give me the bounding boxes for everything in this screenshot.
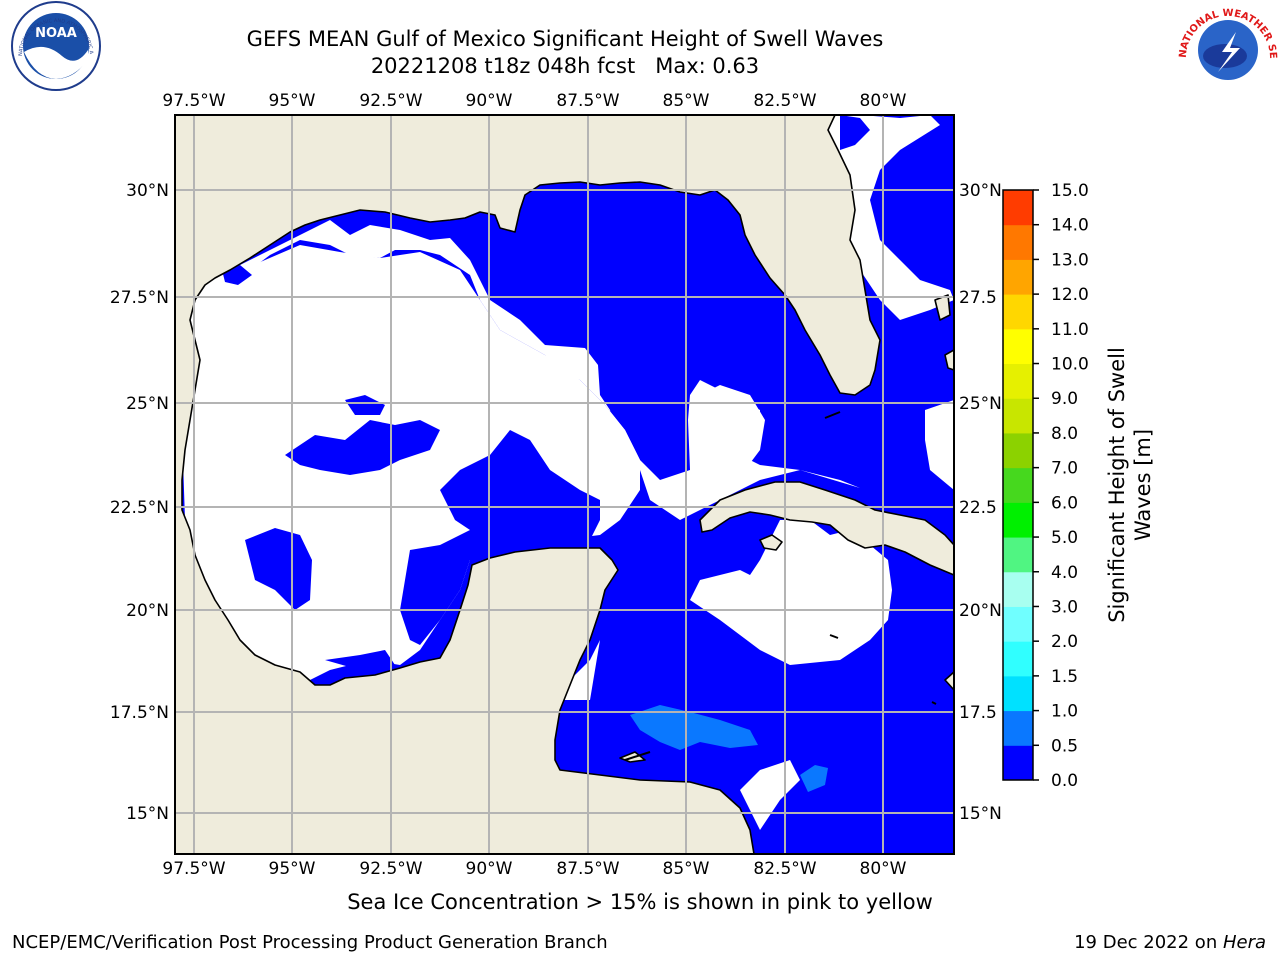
colorbar-swatch [1003,467,1033,503]
colorbar-tick-label: 4.0 [1051,563,1078,583]
colorbar-tick-label: 1.0 [1051,702,1078,722]
colorbar-swatch [1003,502,1033,538]
date-stamp: 19 Dec 2022 on Hera [1074,932,1266,953]
lon-label: 82.5°W [753,91,816,111]
lon-label: 87.5°W [556,859,619,879]
noaa-logo-text: NOAA [35,26,77,41]
colorbar-tick-label: 2.0 [1051,632,1078,652]
machine-name: Hera [1222,932,1266,953]
lon-label: 95°W [269,859,316,879]
lon-labels-top: 97.5°W 95°W 92.5°W 90°W 87.5°W 85°W 82.5… [162,91,906,111]
colorbar-tick-label: 14.0 [1051,216,1089,236]
lon-label: 97.5°W [162,91,225,111]
lat-labels-right: 30°N 27.5 25°N 22.5 20°N 17.5 15°N [959,181,1002,824]
title-line-2: 20221208 t18z 048h fcst Max: 0.63 [370,54,760,78]
lon-label: 82.5°W [753,859,816,879]
colorbar-tick-label: 12.0 [1051,285,1089,305]
lat-label: 27.5 [959,288,997,308]
lon-label: 80°W [860,859,907,879]
colorbar-swatch [1003,398,1033,434]
colorbar-swatch [1003,259,1033,295]
colorbar-swatch [1003,606,1033,642]
colorbar-swatch [1003,224,1033,260]
lat-label: 30°N [126,181,169,201]
colorbar-tick-label: 8.0 [1051,424,1078,444]
colorbar-tick-label: 0.0 [1051,771,1078,791]
lat-label: 17.5 [959,703,997,723]
colorbar-tick-label: 0.5 [1051,736,1078,756]
swell-patches [222,115,870,670]
colorbar-swatch [1003,641,1033,677]
colorbar-swatch [1003,294,1033,330]
us-mexico-landmass [175,115,881,854]
lat-label: 22.5 [959,498,997,518]
colorbar-swatch [1003,571,1033,607]
colorbar-tick-label: 13.0 [1051,250,1089,270]
lon-label: 85°W [663,91,710,111]
colorbar-swatch [1003,710,1033,746]
island-marks [624,411,937,761]
map-panel [175,115,954,854]
date-text: 19 Dec 2022 on [1074,932,1223,953]
lat-label: 20°N [959,601,1002,621]
colorbar-frame [1002,189,1034,781]
colorbar-tick-label: 11.0 [1051,320,1089,340]
colorbar-tick-label: 10.0 [1051,355,1089,375]
colorbar-swatch [1003,363,1033,399]
lat-label: 22.5°N [110,498,169,518]
lon-label: 87.5°W [556,91,619,111]
colorbar-tick-label: 5.0 [1051,528,1078,548]
lat-label: 25°N [126,394,169,414]
lon-labels-bottom: 97.5°W 95°W 92.5°W 90°W 87.5°W 85°W 82.5… [162,859,906,879]
sea-ice-footnote: Sea Ice Concentration > 15% is shown in … [347,890,933,914]
lon-label: 95°W [269,91,316,111]
colorbar-swatch [1003,190,1033,226]
lon-label: 92.5°W [359,91,422,111]
lon-label: 90°W [466,91,513,111]
colorbar-swatch [1003,537,1033,573]
colorbar-swatch [1003,745,1033,781]
cuba [699,481,954,576]
colorbar-tick-label: 9.0 [1051,389,1078,409]
lon-label: 97.5°W [162,859,225,879]
credit-text: NCEP/EMC/Verification Post Processing Pr… [12,932,608,953]
colorbar-tick-label: 3.0 [1051,597,1078,617]
noaa-logo: NOAA NATIONAL OCEANIC AND ATMOSPHERIC AD… [0,0,101,91]
land [175,115,954,854]
lat-label: 17.5°N [110,703,169,723]
colorbar-tick-label: 15.0 [1051,181,1089,201]
lat-label: 15°N [126,804,169,824]
map-frame [174,114,955,855]
colorbar-swatch [1003,328,1033,365]
colorbar-tick-label: 1.5 [1051,667,1078,687]
colorbar-label-line2: Waves [m] [1131,429,1155,541]
title-line-1: GEFS MEAN Gulf of Mexico Significant Hei… [246,27,884,51]
lon-label: 85°W [663,859,710,879]
lat-label: 30°N [959,181,1002,201]
graticule [175,115,954,854]
colorbar-swatch [1003,675,1033,712]
lat-labels-left: 30°N 27.5°N 25°N 22.5°N 20°N 17.5°N 15°N [110,181,169,824]
lat-label: 27.5°N [110,288,169,308]
lat-label: 25°N [959,394,1002,414]
colorbar-tick-label: 7.0 [1051,459,1078,479]
lon-label: 90°W [466,859,513,879]
colorbar-tick-label: 6.0 [1051,493,1078,513]
lat-label: 20°N [126,601,169,621]
lon-label: 80°W [860,91,907,111]
lat-label: 15°N [959,804,1002,824]
colorbar: 0.0 0.5 1.0 1.5 2.0 3.0 4.0 5.0 6.0 7.0 8.0 9.0 10.0… [1002,181,1089,791]
colorbar-label-line1: Significant Height of Swell [1105,347,1129,623]
colorbar-swatch [1003,432,1033,469]
lon-label: 92.5°W [359,859,422,879]
